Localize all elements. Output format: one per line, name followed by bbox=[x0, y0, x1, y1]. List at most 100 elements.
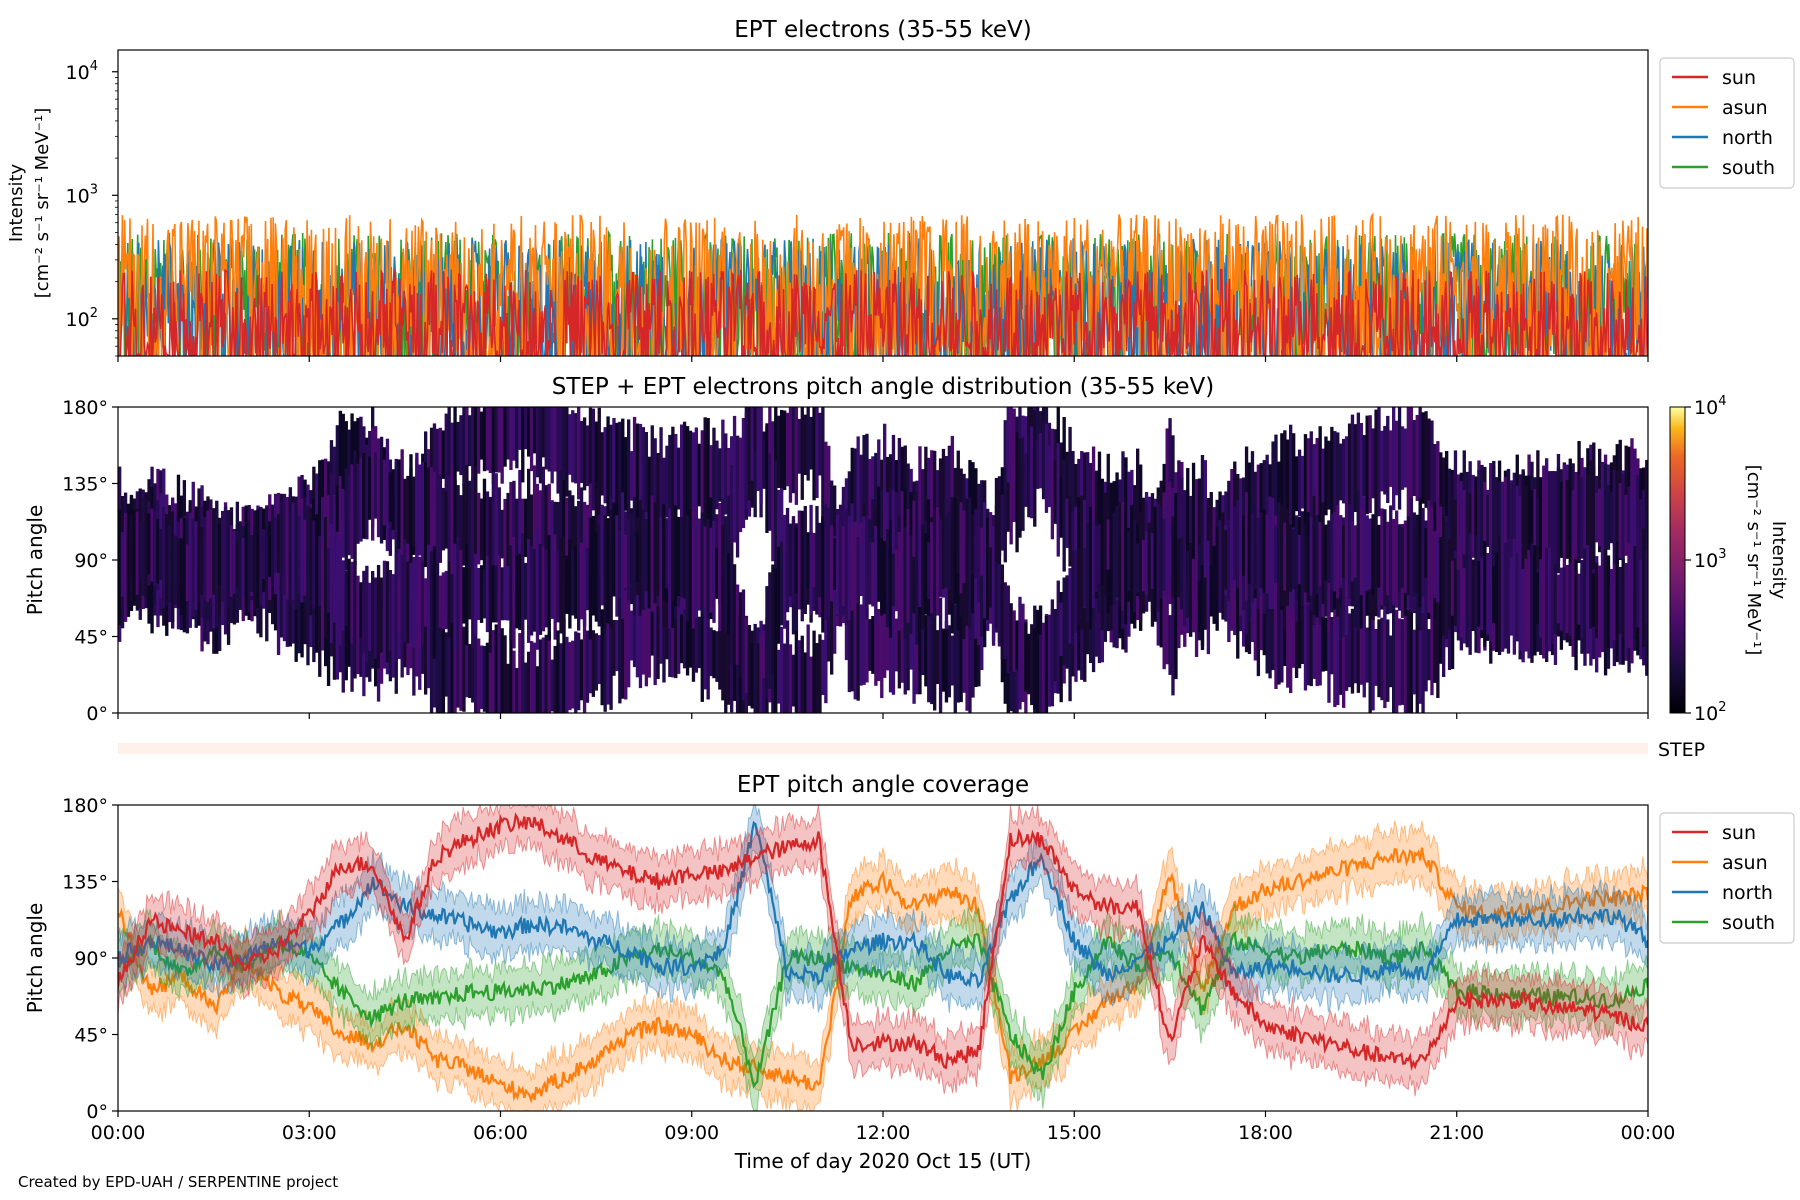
heatmap-cell bbox=[550, 407, 554, 484]
heatmap-cell bbox=[1197, 581, 1202, 632]
heatmap-cell bbox=[706, 518, 710, 619]
heatmap-cell bbox=[853, 590, 857, 700]
heatmap-cell bbox=[341, 560, 345, 631]
heatmap-cell bbox=[1183, 531, 1187, 627]
heatmap-cell bbox=[1309, 431, 1313, 529]
heatmap-cell bbox=[1339, 515, 1343, 588]
heatmap-cell bbox=[591, 408, 596, 511]
heatmap-cell bbox=[1000, 564, 1005, 660]
heatmap-cell bbox=[1336, 589, 1340, 706]
heatmap-cell bbox=[665, 518, 669, 589]
heatmap-cell bbox=[856, 537, 860, 604]
heatmap-cell bbox=[900, 607, 905, 683]
heatmap-cell bbox=[479, 565, 484, 623]
heatmap-cell bbox=[156, 519, 160, 584]
heatmap-cell bbox=[1630, 548, 1634, 640]
colorbar-tick-label: 102 bbox=[1694, 700, 1726, 725]
heatmap-cell bbox=[1321, 615, 1325, 672]
heatmap-cell bbox=[1253, 573, 1258, 661]
heatmap-cell bbox=[1268, 580, 1272, 679]
heatmap-cell bbox=[609, 424, 613, 511]
heatmap-cell bbox=[647, 584, 651, 678]
heatmap-cell bbox=[1000, 494, 1005, 551]
heatmap-cell bbox=[1036, 611, 1040, 713]
heatmap-cell bbox=[1403, 428, 1408, 488]
heatmap-cell bbox=[732, 474, 737, 543]
heatmap-cell bbox=[1356, 491, 1361, 612]
coverage-band-south bbox=[118, 903, 1648, 1111]
heatmap-cell bbox=[791, 654, 796, 707]
heatmap-cell bbox=[1439, 537, 1443, 608]
heatmap-cell bbox=[659, 516, 663, 587]
heatmap-cell bbox=[591, 630, 596, 697]
heatmap-cell bbox=[1586, 545, 1590, 654]
heatmap-cell bbox=[1330, 426, 1334, 522]
heatmap-cell bbox=[488, 535, 493, 653]
heatmap-cell bbox=[1486, 494, 1490, 547]
heatmap-cell bbox=[388, 570, 393, 651]
heatmap-cell bbox=[441, 572, 446, 630]
heatmap-cell bbox=[1089, 506, 1093, 630]
heatmap-cell bbox=[1406, 516, 1411, 596]
heatmap-cell bbox=[1615, 541, 1619, 663]
heatmap-cell bbox=[1483, 482, 1487, 560]
heatmap-cell bbox=[118, 509, 122, 626]
heatmap-cell bbox=[824, 441, 828, 522]
heatmap-cell bbox=[1030, 426, 1034, 519]
heatmap-cell bbox=[1177, 503, 1181, 564]
heatmap-cell bbox=[785, 507, 790, 613]
heatmap-cell bbox=[1177, 538, 1181, 598]
heatmap-cell bbox=[1515, 552, 1519, 642]
heatmap-cell bbox=[538, 490, 543, 564]
heatmap-cell bbox=[374, 452, 378, 519]
heatmap-cell bbox=[585, 504, 590, 574]
x-tick-label: 03:00 bbox=[282, 1122, 337, 1144]
heatmap-cell bbox=[147, 559, 151, 624]
heatmap-cell bbox=[1536, 572, 1540, 625]
heatmap-cell bbox=[1556, 574, 1561, 624]
heatmap-cell bbox=[1006, 585, 1010, 674]
heatmap-cell bbox=[685, 426, 690, 527]
heatmap-cell bbox=[644, 519, 649, 592]
heatmap-cell bbox=[885, 456, 890, 518]
heatmap-cell bbox=[1344, 436, 1349, 505]
heatmap-cell bbox=[1259, 463, 1263, 526]
heatmap-cell bbox=[1353, 424, 1358, 512]
heatmap-cell bbox=[1392, 602, 1396, 713]
heatmap-cell bbox=[285, 497, 290, 600]
heatmap-cell bbox=[909, 620, 913, 670]
heatmap-cell bbox=[865, 607, 869, 683]
heatmap-cell bbox=[544, 549, 548, 628]
heatmap-cell bbox=[956, 529, 960, 631]
heatmap-cell bbox=[1271, 498, 1275, 609]
heatmap-cell bbox=[1359, 622, 1364, 685]
heatmap-cell bbox=[1121, 502, 1125, 611]
heatmap-cell bbox=[718, 518, 722, 632]
heatmap-cell bbox=[712, 520, 716, 623]
heatmap-cell bbox=[368, 582, 372, 651]
heatmap-cell bbox=[418, 556, 422, 649]
heatmap-cell bbox=[1133, 485, 1137, 533]
heatmap-cell bbox=[1433, 604, 1437, 683]
heatmap-cell bbox=[738, 437, 743, 533]
heatmap-cell bbox=[1574, 477, 1578, 560]
heatmap-cell bbox=[394, 553, 398, 662]
heatmap-cell bbox=[844, 508, 849, 626]
heatmap-cell bbox=[194, 521, 198, 610]
heatmap-cell bbox=[479, 498, 484, 561]
heatmap-cell bbox=[565, 636, 569, 713]
heatmap-cell bbox=[456, 421, 460, 472]
heatmap-cell bbox=[424, 605, 428, 695]
heatmap-cell bbox=[897, 532, 902, 631]
heatmap-cell bbox=[312, 567, 316, 663]
heatmap-cell bbox=[959, 502, 963, 594]
heatmap-cell bbox=[1606, 555, 1611, 648]
heatmap-cell bbox=[162, 507, 166, 609]
heatmap-cell bbox=[585, 548, 590, 611]
heatmap-cell bbox=[1262, 460, 1266, 526]
heatmap-cell bbox=[397, 459, 401, 550]
heatmap-cell bbox=[585, 630, 590, 703]
heatmap-cell bbox=[627, 419, 631, 531]
heatmap-cell bbox=[880, 537, 884, 616]
heatmap-cell bbox=[921, 469, 925, 541]
